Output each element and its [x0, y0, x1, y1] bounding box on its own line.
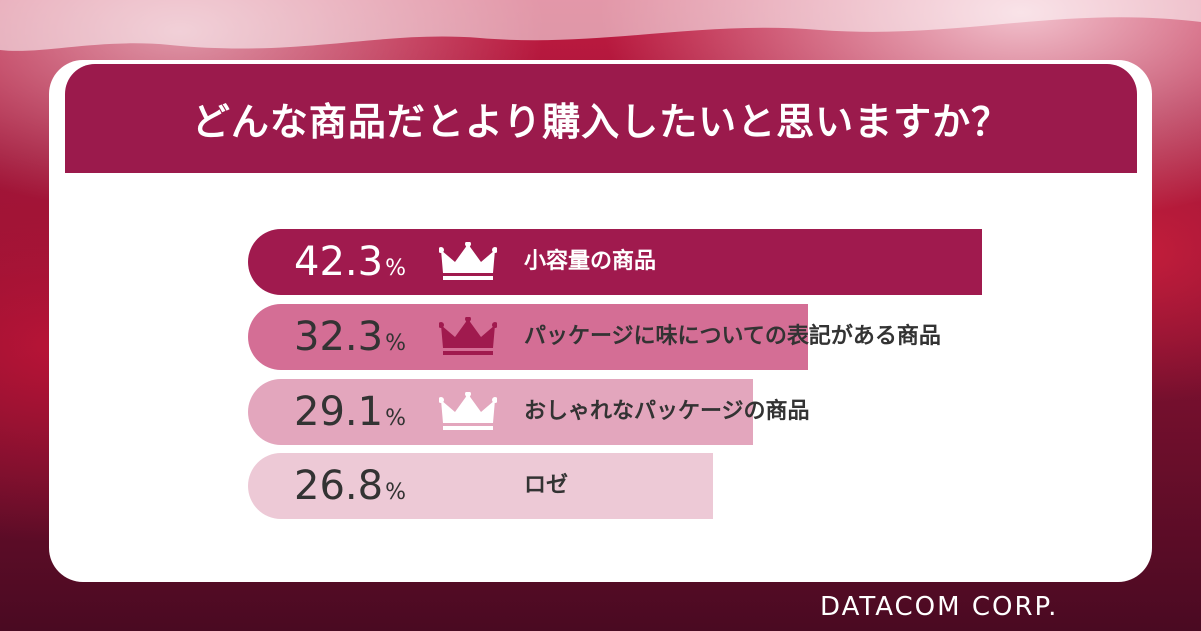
- background-wave: [0, 0, 1201, 51]
- crown-icon: [439, 242, 497, 280]
- bar-value-label: 42.3%: [294, 237, 406, 287]
- bar-category-label: ロゼ: [524, 473, 569, 498]
- bar: [248, 379, 753, 445]
- bar-value-number: 26.8: [294, 463, 384, 509]
- bar-value-number: 42.3: [294, 239, 384, 285]
- bar-value-unit: %: [385, 331, 406, 356]
- crown-icon: [439, 392, 497, 430]
- bar-category-label: パッケージに味についての表記がある商品: [524, 324, 941, 349]
- bar-category-label: 小容量の商品: [524, 249, 657, 274]
- title-band: どんな商品だとより購入したいと思いますか？: [65, 64, 1137, 173]
- bar-value-unit: %: [385, 406, 406, 431]
- bar: [248, 304, 808, 370]
- bar-value-label: 32.3%: [294, 312, 406, 362]
- bar-value-label: 26.8%: [294, 461, 406, 511]
- bar-category-label: おしゃれなパッケージの商品: [524, 399, 810, 424]
- crown-icon: [439, 317, 497, 355]
- bar-value-unit: %: [385, 256, 406, 281]
- bar-value-unit: %: [385, 480, 406, 505]
- chart-title: どんな商品だとより購入したいと思いますか？: [191, 100, 1011, 144]
- company-logo-text: DATACOM CORP.: [820, 592, 1059, 622]
- bar-value-number: 32.3: [294, 314, 384, 360]
- bar: [248, 229, 982, 295]
- bar: [248, 453, 713, 519]
- bar-value-label: 29.1%: [294, 387, 406, 437]
- bar-value-number: 29.1: [294, 389, 384, 435]
